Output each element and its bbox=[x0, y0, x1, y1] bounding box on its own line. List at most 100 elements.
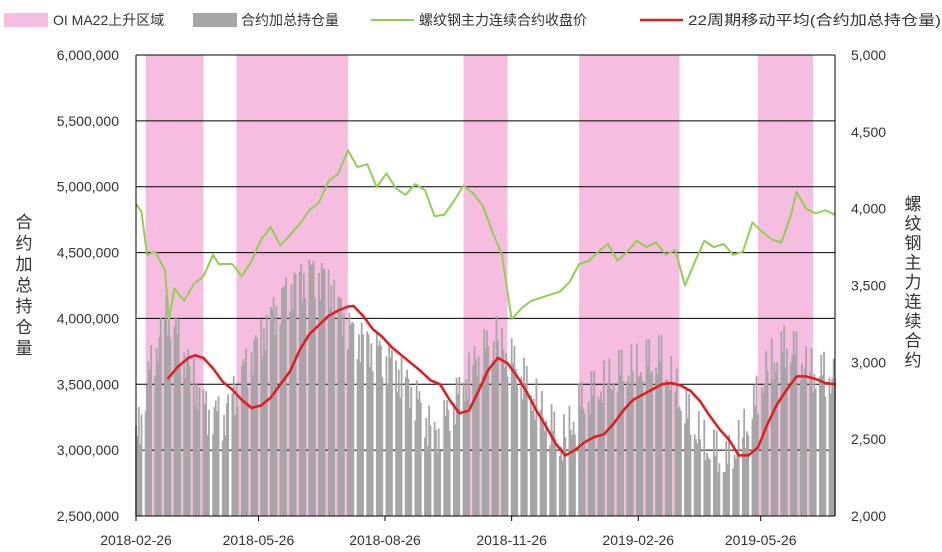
axis-title-char: 持 bbox=[16, 297, 33, 316]
legend: OI MA22上升区域 合约加总持仓量 螺纹钢主力连续合约收盘价 22周期移动平均(合… bbox=[4, 12, 941, 28]
oi-bar bbox=[696, 443, 699, 516]
oi-bar bbox=[265, 314, 268, 516]
oi-bar bbox=[380, 345, 382, 516]
oi-bar bbox=[330, 285, 333, 516]
oi-bar bbox=[688, 393, 691, 516]
oi-bar bbox=[736, 453, 739, 516]
oi-bar bbox=[776, 361, 779, 516]
left-axis-title: 合约加总持仓量 bbox=[16, 213, 33, 358]
oi-bar bbox=[651, 370, 653, 516]
oi-bar bbox=[685, 389, 688, 516]
oi-bar bbox=[812, 392, 814, 516]
oi-bar bbox=[483, 329, 486, 516]
oi-bar bbox=[541, 391, 543, 516]
ma-line bbox=[166, 304, 836, 457]
left-tick-labels: 2,500,000 3,000,000 3,500,000 4,000,000 4,50… bbox=[57, 47, 119, 524]
oi-bar bbox=[674, 391, 677, 516]
oi-bar bbox=[708, 459, 711, 516]
oi-bar bbox=[458, 376, 461, 516]
oi-bar bbox=[280, 287, 283, 516]
x-tick-label: 2018-08-26 bbox=[349, 532, 421, 548]
oi-bar bbox=[666, 379, 669, 516]
oi-bar bbox=[279, 324, 282, 516]
oi-bar bbox=[597, 397, 600, 516]
oi-bar bbox=[744, 448, 747, 516]
oi-bar bbox=[532, 398, 535, 516]
oi-bar bbox=[726, 463, 729, 516]
oi-bar bbox=[627, 375, 630, 516]
oi-bar bbox=[466, 399, 469, 516]
oi-bar bbox=[645, 339, 648, 516]
axis-title-char: 量 bbox=[16, 339, 33, 358]
oi-bar bbox=[732, 468, 735, 516]
oi-bar bbox=[660, 334, 663, 516]
oi-bar bbox=[572, 421, 575, 516]
oi-bar bbox=[763, 383, 766, 516]
oi-bar bbox=[535, 378, 538, 516]
oi-bar bbox=[311, 265, 314, 516]
oi-bar bbox=[439, 450, 441, 516]
oi-bar bbox=[485, 330, 488, 516]
oi-bar bbox=[626, 380, 629, 516]
oi-bar bbox=[780, 330, 783, 516]
oi-bar bbox=[601, 403, 604, 516]
oi-bar bbox=[525, 365, 528, 516]
right-tick-label: 4,500 bbox=[851, 124, 886, 140]
oi-bar bbox=[250, 352, 253, 516]
oi-bar bbox=[261, 357, 264, 516]
oi-bar bbox=[737, 420, 740, 516]
oi-bar bbox=[285, 277, 287, 516]
oi-bar bbox=[424, 437, 426, 516]
oi-bar bbox=[399, 397, 402, 516]
oi-bar bbox=[359, 362, 362, 516]
axis-title-char: 螺 bbox=[905, 195, 922, 214]
oi-bar bbox=[552, 431, 554, 516]
oi-bar bbox=[805, 346, 808, 516]
oi-bar bbox=[724, 471, 726, 516]
axis-title-char: 仓 bbox=[16, 318, 33, 337]
oi-bar bbox=[272, 297, 275, 516]
left-tick-label: 3,000,000 bbox=[57, 442, 119, 458]
oi-bar bbox=[415, 380, 418, 516]
oi-bar bbox=[246, 386, 249, 516]
oi-bar bbox=[214, 400, 217, 516]
oi-bar bbox=[329, 308, 331, 516]
oi-bar bbox=[520, 377, 523, 516]
oi-bar bbox=[506, 376, 509, 516]
oi-bar bbox=[755, 375, 758, 516]
oi-bar bbox=[232, 376, 235, 516]
oi-bar bbox=[790, 362, 792, 516]
oi-bar bbox=[783, 325, 785, 516]
oi-bar bbox=[274, 334, 276, 516]
oi-bar bbox=[772, 379, 774, 516]
oi-bar bbox=[188, 365, 191, 516]
oi-bar bbox=[569, 429, 572, 516]
oi-bar bbox=[693, 434, 696, 516]
oi-bar bbox=[667, 381, 670, 516]
oi-bar bbox=[802, 378, 805, 516]
oi-bar bbox=[147, 361, 150, 516]
oi-bar bbox=[648, 339, 651, 516]
oi-bar bbox=[774, 371, 777, 516]
oi-bar bbox=[587, 401, 590, 516]
oi-bar bbox=[418, 390, 421, 516]
oi-bar bbox=[801, 363, 803, 516]
oi-bar bbox=[443, 400, 446, 516]
legend-swatch-bars bbox=[193, 13, 237, 27]
oi-bar bbox=[231, 393, 234, 516]
oi-bar bbox=[707, 457, 710, 516]
oi-bar bbox=[704, 460, 707, 516]
oi-bar bbox=[304, 298, 307, 516]
oi-bar bbox=[619, 375, 622, 516]
oi-bar bbox=[542, 417, 545, 516]
oi-bar bbox=[513, 346, 516, 516]
oi-bar bbox=[169, 338, 172, 516]
oi-bar bbox=[235, 385, 238, 516]
oi-bar bbox=[463, 401, 466, 516]
axis-title-char: 续 bbox=[905, 312, 922, 331]
oi-bar bbox=[656, 373, 659, 516]
oi-bar bbox=[236, 406, 239, 516]
oi-bar bbox=[462, 382, 465, 516]
oi-bar bbox=[294, 273, 297, 516]
x-tick-label: 2018-11-26 bbox=[476, 532, 547, 548]
